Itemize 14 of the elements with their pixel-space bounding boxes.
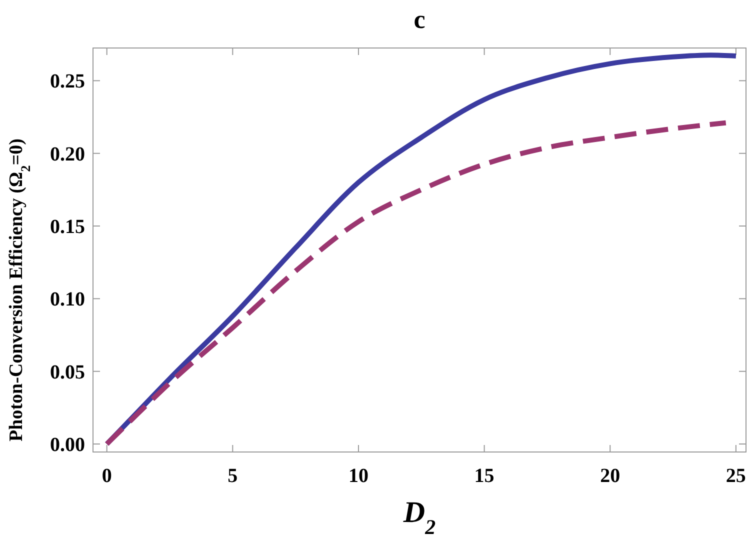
x-tick-label: 15 (474, 465, 494, 487)
x-tick-label: 20 (600, 465, 620, 487)
y-tick-label: 0.20 (50, 143, 85, 166)
x-tick-label: 0 (102, 465, 112, 487)
x-tick-label: 10 (348, 465, 368, 487)
y-tick-label: 0.15 (50, 216, 85, 238)
y-tick-label: 0.05 (50, 361, 85, 384)
x-tick-label: 25 (726, 465, 746, 487)
x-tick-label: 5 (228, 465, 238, 487)
y-tick-label: 0.00 (50, 434, 85, 456)
chart-title: c (414, 5, 426, 34)
y-tick-label: 0.10 (50, 288, 85, 311)
x-axis-title: D$_{2}$ (402, 496, 436, 536)
y-tick-label: 0.25 (50, 70, 85, 93)
